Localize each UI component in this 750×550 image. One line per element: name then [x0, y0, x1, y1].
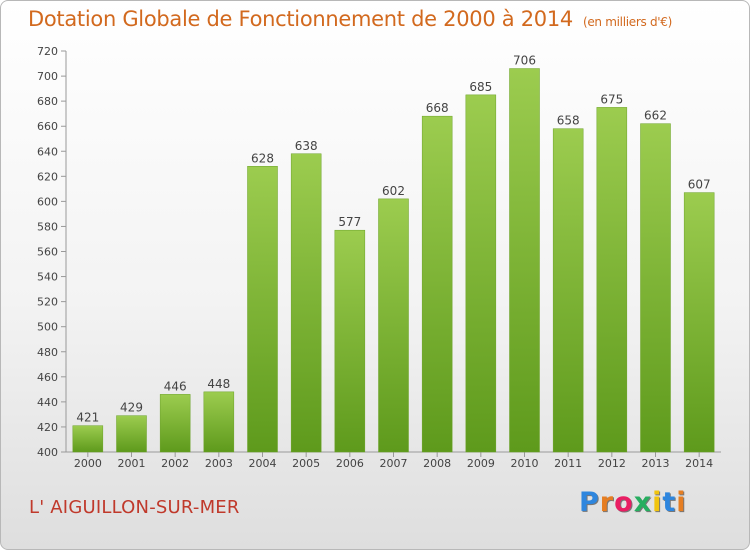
x-tick-label: 2009	[467, 457, 495, 470]
x-tick-label: 2014	[685, 457, 713, 470]
data-label: 638	[295, 139, 318, 153]
x-tick-label: 2005	[292, 457, 320, 470]
data-label: 668	[426, 101, 449, 115]
bar-2005	[290, 153, 322, 453]
data-label: 607	[688, 178, 711, 192]
data-label: 675	[600, 92, 623, 106]
bar-2008	[421, 115, 453, 453]
logo-letter: t	[662, 487, 677, 518]
y-tick-label: 640	[37, 145, 58, 158]
x-tick-label: 2012	[598, 457, 626, 470]
data-label: 628	[251, 151, 274, 165]
bar-2012	[596, 107, 628, 453]
x-tick-label: 2006	[336, 457, 364, 470]
data-label: 706	[513, 54, 536, 68]
x-tick-label: 2007	[380, 457, 408, 470]
bar-chart: 400 420 440 460 480 500 520 540 560 580 600 620 640 6…	[37, 45, 721, 470]
logo-letter: x	[633, 487, 653, 518]
bar-2004	[247, 166, 278, 453]
y-tick-label: 440	[37, 396, 58, 409]
y-tick-label: 460	[37, 371, 58, 384]
y-tick-label: 500	[37, 321, 58, 334]
logo-letter: i	[676, 487, 687, 518]
title-text: Dotation Globale de Fonctionnement de 20…	[28, 7, 573, 31]
logo-letter: P	[579, 487, 600, 518]
y-tick-label: 660	[37, 120, 58, 133]
x-tick-label: 2002	[161, 457, 189, 470]
y-tick-label: 420	[37, 421, 58, 434]
x-tick-label: 2010	[511, 457, 539, 470]
x-tick-label: 2003	[205, 457, 233, 470]
data-label: 685	[469, 80, 492, 94]
y-tick-label: 680	[37, 95, 58, 108]
logo-letter: r	[599, 487, 615, 518]
x-tick-label: 2000	[74, 457, 102, 470]
y-tick-label: 580	[37, 220, 58, 233]
data-label: 448	[207, 377, 230, 391]
data-label: 421	[76, 411, 99, 425]
bar-2007	[378, 198, 409, 453]
data-label: 662	[644, 109, 667, 123]
bar-2003	[203, 391, 235, 453]
proxiti-logo: Proxiti	[579, 487, 687, 518]
y-tick-label: 480	[37, 346, 58, 359]
bar-2002	[159, 394, 191, 453]
logo-letter: o	[614, 487, 634, 518]
y-tick-label: 400	[37, 446, 58, 459]
bar-2000	[72, 425, 104, 453]
bar-2010	[509, 68, 540, 453]
y-tick-label: 520	[37, 296, 58, 309]
bar-2013	[640, 123, 671, 453]
x-tick-label: 2008	[423, 457, 451, 470]
data-label: 602	[382, 184, 405, 198]
y-tick-label: 600	[37, 195, 58, 208]
bar-2006	[334, 229, 366, 453]
x-tick-label: 2004	[249, 457, 277, 470]
data-label: 577	[338, 215, 361, 229]
commune-name: L' AIGUILLON-SUR-MER	[29, 497, 240, 518]
data-label: 446	[164, 379, 187, 393]
y-tick-label: 560	[37, 246, 58, 259]
chart-title: Dotation Globale de Fonctionnement de 20…	[28, 7, 672, 31]
data-label: 658	[557, 114, 580, 128]
y-tick-label: 700	[37, 70, 58, 83]
bar-2014	[683, 192, 715, 453]
y-tick-label: 720	[37, 45, 58, 58]
bar-2011	[552, 128, 584, 453]
bar-2009	[465, 94, 497, 453]
x-tick-label: 2013	[642, 457, 670, 470]
logo-letter: i	[652, 487, 663, 518]
x-tick-label: 2001	[118, 457, 146, 470]
y-tick-label: 620	[37, 170, 58, 183]
bar-2001	[116, 415, 147, 453]
y-tick-label: 540	[37, 271, 58, 284]
data-label: 429	[120, 401, 143, 415]
x-tick-label: 2011	[554, 457, 582, 470]
title-unit: (en milliers d'€)	[582, 15, 672, 29]
